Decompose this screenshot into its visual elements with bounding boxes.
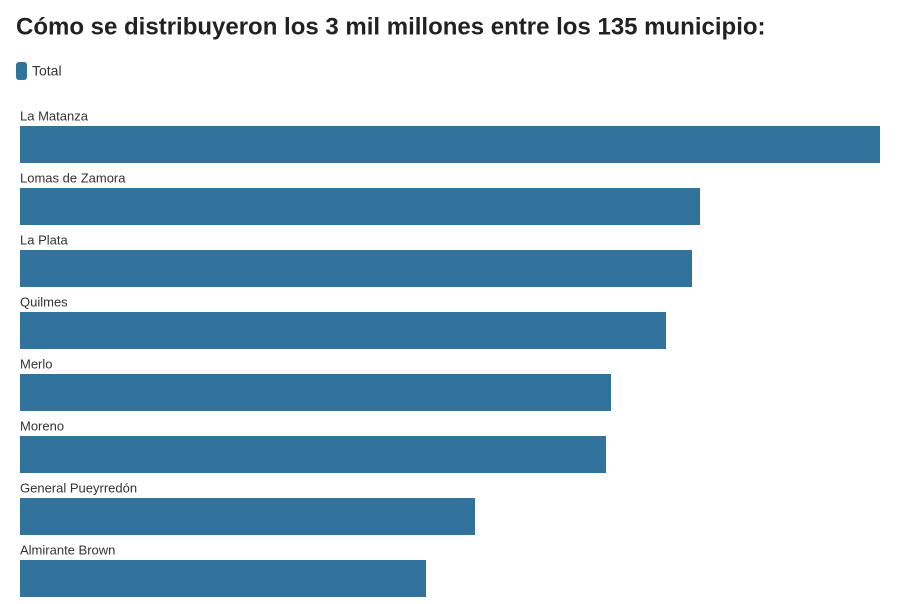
category-label: La Matanza <box>20 108 89 123</box>
category-label: General Pueyrredón <box>20 480 137 495</box>
category-label: Almirante Brown <box>20 542 115 557</box>
bar <box>20 126 880 163</box>
bar <box>20 250 692 287</box>
bar <box>20 374 611 411</box>
bar <box>20 188 700 225</box>
category-label: Lomas de Zamora <box>20 170 126 185</box>
category-label: Moreno <box>20 418 64 433</box>
category-label: La Plata <box>20 232 68 247</box>
bar <box>20 312 666 349</box>
bar <box>20 560 426 597</box>
bar <box>20 498 475 535</box>
category-label: Quilmes <box>20 294 68 309</box>
category-label: Merlo <box>20 356 53 371</box>
bar <box>20 436 606 473</box>
legend-label: Total <box>32 63 62 79</box>
legend-swatch <box>16 62 27 80</box>
chart-title: Cómo se distribuyeron los 3 mil millones… <box>16 13 766 40</box>
